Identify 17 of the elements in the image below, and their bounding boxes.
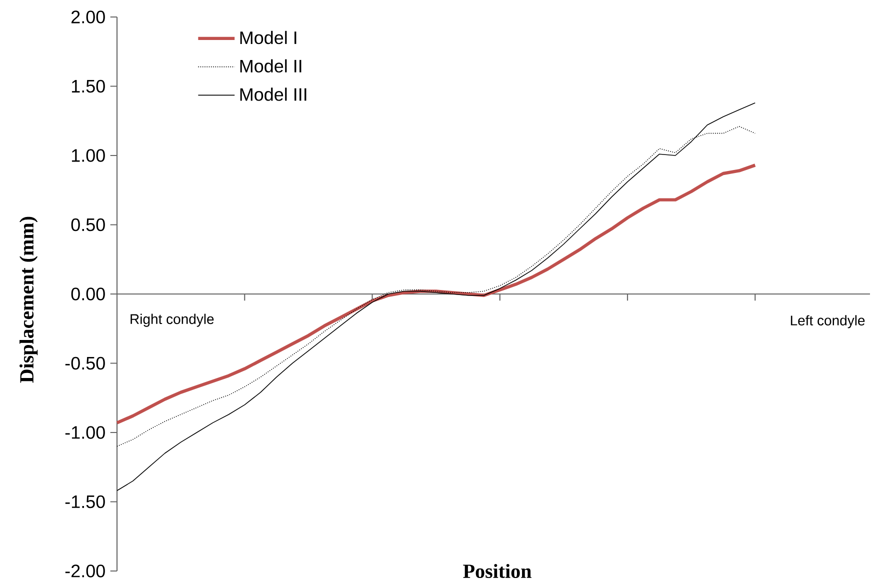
x-axis-title: Position [463, 564, 532, 578]
y-tick-label: 2.00 [71, 10, 105, 24]
annotation: Right condyle [130, 314, 214, 327]
y-tick-label: -1.00 [65, 426, 105, 439]
text: Left condyle [790, 315, 865, 328]
legend-label: Model III [240, 88, 306, 101]
y-axis-title: Displacement (mm) [20, 216, 38, 383]
y-tick-label: 0.50 [71, 218, 105, 232]
y-tick-label: 1.50 [72, 80, 105, 93]
y-tick-label: 1.00 [72, 149, 105, 162]
y-tick-label: 0.00 [71, 288, 105, 300]
y-tick-label: -1.50 [65, 495, 105, 508]
y-tick-label: -0.50 [65, 356, 105, 370]
legend-label: Model I [240, 30, 296, 44]
line-series [115, 164, 757, 424]
legend-label: Model II [240, 59, 302, 72]
y-tick-label: -2.00 [65, 564, 105, 578]
